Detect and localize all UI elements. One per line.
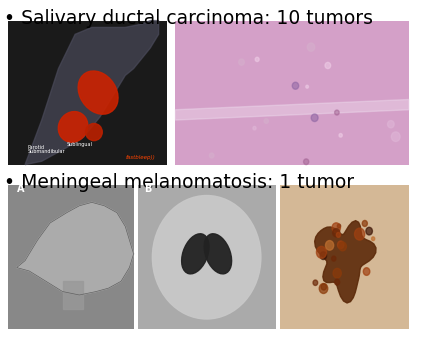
FancyBboxPatch shape — [138, 185, 275, 329]
Text: Parotid: Parotid — [27, 145, 44, 150]
Ellipse shape — [362, 269, 369, 277]
Polygon shape — [17, 202, 134, 295]
Text: Submandibular: Submandibular — [27, 149, 65, 154]
Ellipse shape — [326, 222, 335, 232]
Ellipse shape — [368, 233, 374, 240]
FancyBboxPatch shape — [8, 21, 167, 165]
Polygon shape — [25, 21, 158, 165]
Ellipse shape — [317, 223, 328, 235]
FancyBboxPatch shape — [8, 185, 134, 329]
Ellipse shape — [233, 141, 243, 151]
Ellipse shape — [251, 33, 256, 39]
Ellipse shape — [337, 260, 346, 271]
Ellipse shape — [194, 140, 203, 150]
Ellipse shape — [350, 239, 360, 250]
Ellipse shape — [338, 242, 346, 251]
Ellipse shape — [85, 123, 102, 141]
Ellipse shape — [178, 72, 181, 75]
Polygon shape — [175, 99, 409, 120]
Ellipse shape — [287, 63, 292, 69]
Text: A: A — [17, 184, 24, 194]
Ellipse shape — [231, 45, 239, 54]
Ellipse shape — [344, 241, 350, 248]
Ellipse shape — [317, 245, 324, 253]
Text: Sublingual: Sublingual — [67, 142, 93, 147]
Ellipse shape — [305, 57, 311, 63]
FancyBboxPatch shape — [175, 21, 409, 165]
Ellipse shape — [267, 156, 274, 164]
Text: fastbleep)): fastbleep)) — [125, 155, 155, 161]
Ellipse shape — [316, 257, 322, 264]
Ellipse shape — [341, 253, 346, 259]
Ellipse shape — [246, 108, 251, 114]
FancyBboxPatch shape — [279, 185, 409, 329]
Ellipse shape — [78, 71, 118, 114]
Ellipse shape — [348, 122, 356, 130]
Ellipse shape — [352, 247, 359, 255]
Ellipse shape — [351, 236, 358, 244]
Text: • Meningeal melanomatosis: 1 tumor: • Meningeal melanomatosis: 1 tumor — [4, 173, 354, 192]
Ellipse shape — [340, 285, 348, 294]
Ellipse shape — [204, 234, 231, 274]
Ellipse shape — [336, 271, 345, 282]
Text: • Salivary ductal carcinoma: 10 tumors: • Salivary ductal carcinoma: 10 tumors — [4, 9, 373, 27]
Ellipse shape — [262, 23, 271, 34]
Ellipse shape — [344, 263, 352, 272]
Ellipse shape — [152, 196, 261, 319]
Ellipse shape — [363, 260, 368, 266]
Ellipse shape — [336, 286, 341, 292]
Text: B: B — [144, 184, 151, 194]
Ellipse shape — [252, 79, 256, 83]
Ellipse shape — [190, 125, 195, 130]
Ellipse shape — [323, 287, 326, 291]
Polygon shape — [63, 281, 84, 309]
Ellipse shape — [337, 99, 344, 106]
Polygon shape — [315, 221, 376, 303]
Ellipse shape — [182, 234, 209, 274]
Ellipse shape — [177, 121, 183, 129]
Ellipse shape — [330, 278, 337, 286]
Ellipse shape — [58, 111, 88, 142]
